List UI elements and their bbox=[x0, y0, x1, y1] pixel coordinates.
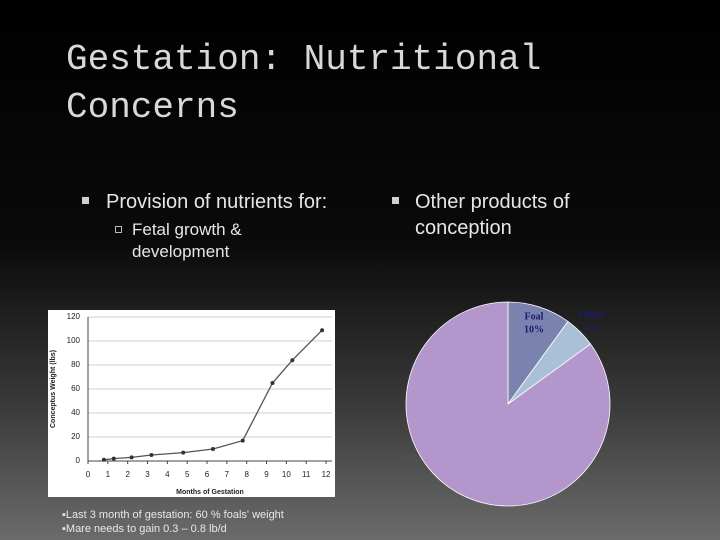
y-tick-label: 120 bbox=[67, 312, 81, 321]
x-tick-label: 5 bbox=[185, 470, 190, 479]
bullet: Other products of conception bbox=[415, 191, 570, 239]
pie-slice bbox=[405, 301, 611, 507]
data-point bbox=[101, 457, 106, 462]
y-tick-label: 0 bbox=[76, 456, 81, 465]
note-text: Last 3 month of gestation: 60 % foals' w… bbox=[65, 509, 284, 521]
y-axis-label: Conceptus Weight (lbs) bbox=[50, 350, 57, 428]
note-text: Mare needs to gain 0.3 – 0.8 lb/d bbox=[65, 523, 227, 535]
y-tick-label: 100 bbox=[67, 336, 81, 345]
slice-value: 85% bbox=[402, 454, 416, 461]
x-tick-label: 6 bbox=[205, 470, 210, 479]
bullet-marker bbox=[115, 226, 122, 233]
x-tick-label: 4 bbox=[165, 470, 170, 479]
note: ▪Mare needs to gain 0.3 – 0.8 lb/d bbox=[62, 523, 227, 535]
x-tick-label: 1 bbox=[106, 470, 111, 479]
x-tick-label: 12 bbox=[322, 470, 331, 479]
y-tick-label: 20 bbox=[71, 432, 80, 441]
bullet-marker bbox=[82, 197, 89, 204]
x-tick-label: 0 bbox=[86, 470, 91, 479]
data-line bbox=[103, 329, 323, 461]
sub-bullet: Fetal growth & development bbox=[132, 220, 242, 261]
x-tick-label: 2 bbox=[125, 470, 130, 479]
y-tick-label: 40 bbox=[71, 408, 80, 417]
x-tick-label: 7 bbox=[225, 470, 230, 479]
x-tick-label: 3 bbox=[145, 470, 150, 479]
data-point bbox=[129, 455, 134, 460]
data-point bbox=[181, 450, 186, 455]
data-point bbox=[270, 381, 275, 385]
y-tick-label: 80 bbox=[71, 360, 80, 369]
slice-label: Foal bbox=[525, 311, 544, 322]
notes: ▪Last 3 month of gestation: 60 % foals' … bbox=[62, 508, 284, 536]
slice-value: 5% bbox=[585, 322, 600, 333]
data-point bbox=[111, 456, 116, 461]
chart-background bbox=[48, 310, 335, 497]
slice-label: Other bbox=[579, 309, 605, 320]
x-axis-label: Months of Gestation bbox=[176, 489, 244, 496]
title: Gestation: Nutritional Concerns bbox=[66, 39, 542, 128]
data-point bbox=[240, 438, 245, 443]
data-point bbox=[290, 358, 295, 363]
slice-value: 10% bbox=[524, 324, 544, 335]
y-tick-label: 60 bbox=[71, 384, 80, 393]
x-tick-label: 10 bbox=[282, 470, 291, 479]
bullet-marker bbox=[392, 197, 399, 204]
data-point bbox=[210, 447, 215, 451]
x-tick-label: 11 bbox=[302, 470, 311, 479]
data-point bbox=[320, 328, 325, 333]
bullet: Provision of nutrients for: bbox=[106, 191, 328, 213]
note: ▪Last 3 month of gestation: 60 % foals' … bbox=[62, 509, 284, 521]
x-tick-label: 8 bbox=[244, 470, 249, 479]
x-tick-label: 9 bbox=[264, 470, 269, 479]
data-point bbox=[149, 453, 154, 457]
